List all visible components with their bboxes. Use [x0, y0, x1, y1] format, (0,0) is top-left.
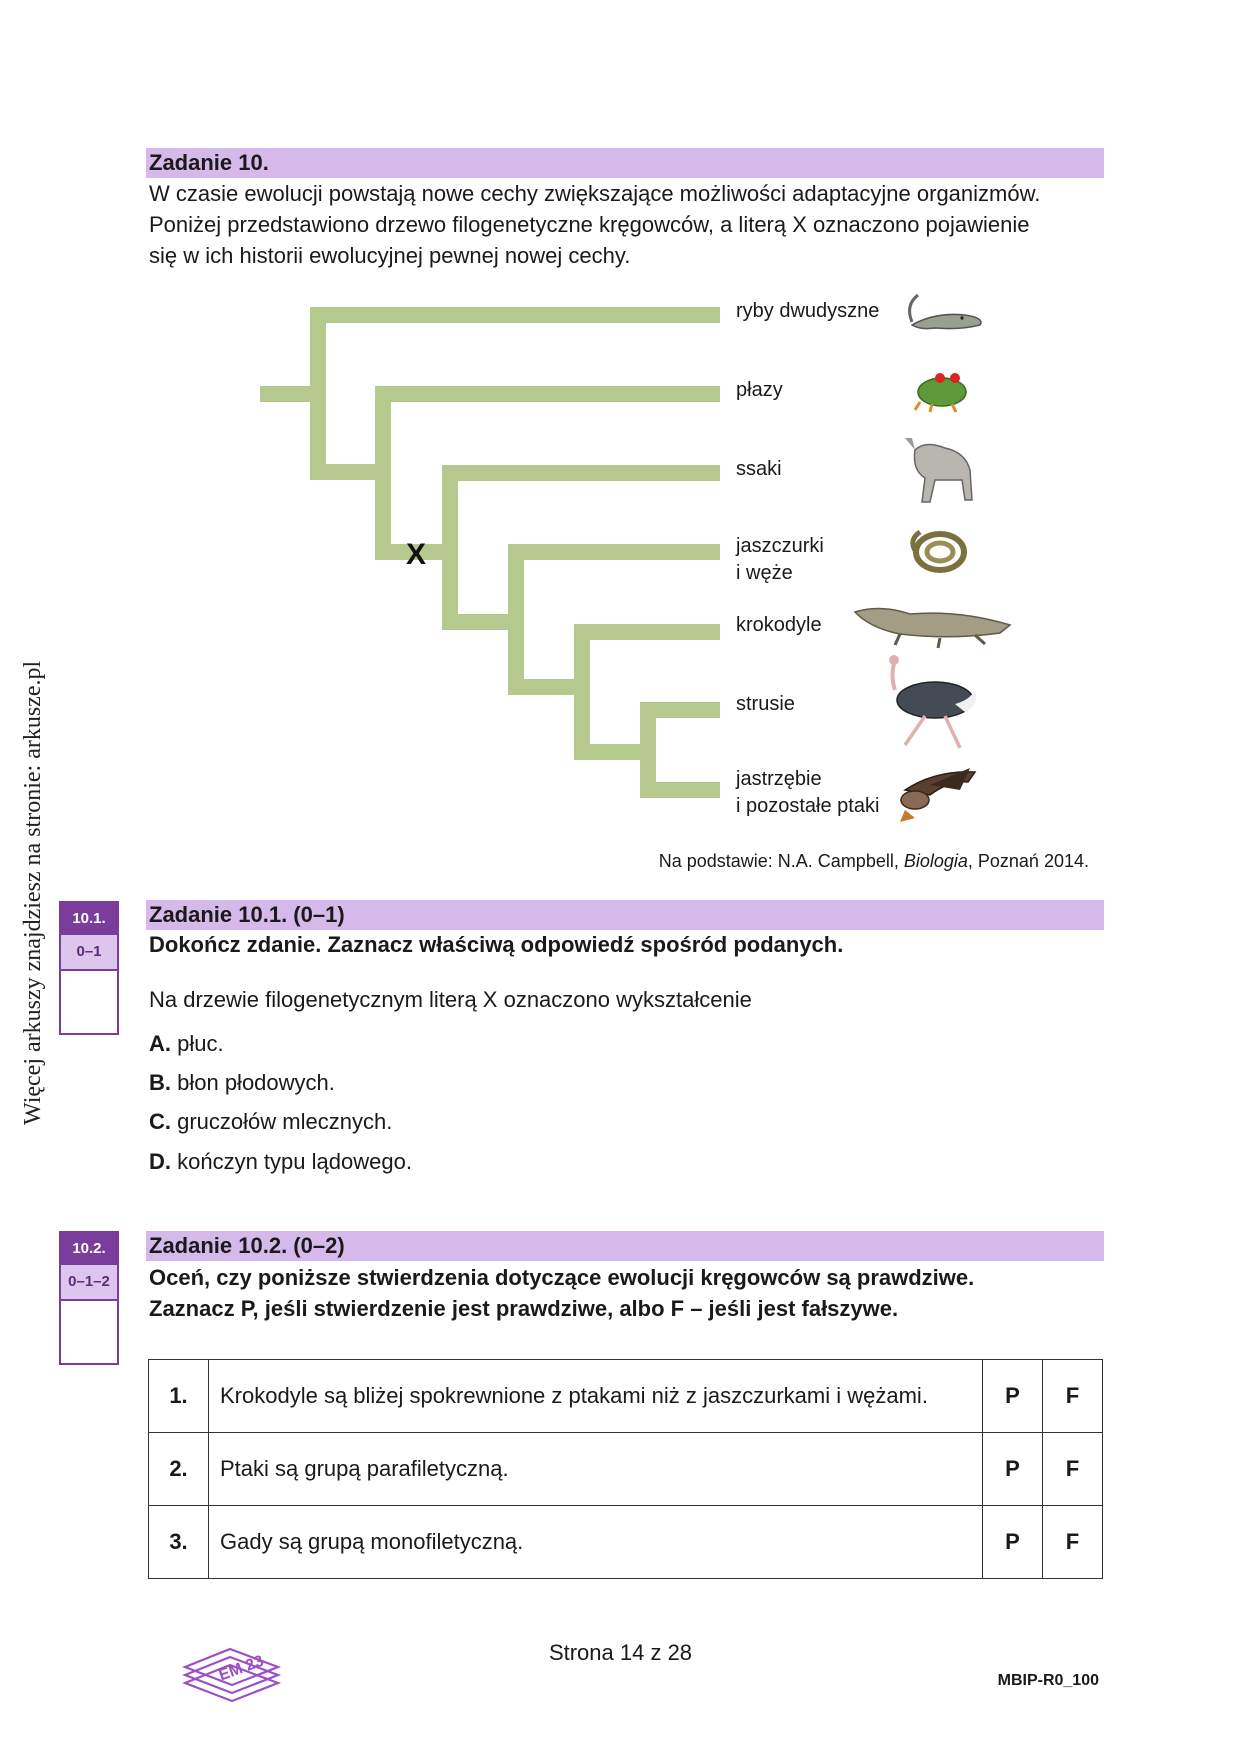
- task-10-1-stem: Na drzewie filogenetycznym literą X ozna…: [149, 987, 752, 1012]
- task-10-1-title: Zadanie 10.1. (0–1): [149, 902, 345, 927]
- score-box-number: 10.2.: [61, 1233, 117, 1264]
- option-c[interactable]: C. gruczołów mlecznych.: [149, 1106, 392, 1137]
- row-statement: Gady są grupą monofiletyczną.: [208, 1505, 983, 1579]
- phylogenetic-tree: X: [260, 293, 1012, 822]
- x-marker: X: [406, 538, 426, 571]
- option-b[interactable]: B. błon płodowych.: [149, 1067, 335, 1098]
- task-10-1-instruction: Dokończ zdanie. Zaznacz właściwą odpowie…: [149, 932, 844, 957]
- source-book-title: Biologia: [903, 851, 968, 871]
- option-letter: B.: [149, 1070, 171, 1095]
- task-10-2-instruction-2: Zaznacz P, jeśli stwierdzenie jest prawd…: [149, 1296, 899, 1321]
- option-text: kończyn typu lądowego.: [171, 1149, 412, 1174]
- option-text: gruczołów mlecznych.: [171, 1109, 393, 1134]
- source-suffix: , Poznań 2014.: [967, 851, 1089, 871]
- score-box-10-2: 10.2. 0–1–2: [59, 1231, 119, 1365]
- snake-icon: [910, 529, 967, 573]
- taxon-label-line: strusie: [736, 693, 795, 715]
- table-row: 2. Ptaki są grupą parafiletyczną. P F: [148, 1432, 1103, 1506]
- option-letter: D.: [149, 1149, 171, 1174]
- intro-line: Poniżej przedstawiono drzewo filogenetyc…: [149, 212, 1030, 237]
- taxon-label-amphibians: płazy: [736, 377, 783, 404]
- row-number: 3.: [148, 1505, 209, 1579]
- score-box-10-1: 10.1. 0–1: [59, 901, 119, 1035]
- source-citation: Na podstawie: N.A. Campbell, Biologia, P…: [659, 851, 1089, 872]
- true-false-table: 1. Krokodyle są bliżej spokrewnione z pt…: [148, 1359, 1103, 1579]
- task-10-intro: W czasie ewolucji powstają nowe cechy zw…: [149, 178, 1099, 271]
- score-box-points: 0–1–2: [61, 1264, 117, 1301]
- score-box-field[interactable]: [61, 1301, 117, 1363]
- table-row: 3. Gady są grupą monofiletyczną. P F: [148, 1505, 1103, 1579]
- task-10-title: Zadanie 10.: [149, 150, 269, 175]
- task-10-2-header-band: [146, 1231, 1104, 1261]
- false-option[interactable]: F: [1042, 1432, 1103, 1506]
- option-letter: C.: [149, 1109, 171, 1134]
- task-10-header-band: [146, 148, 1104, 178]
- taxon-label-lungfish: ryby dwudyszne: [736, 298, 879, 325]
- row-statement: Krokodyle są bliżej spokrewnione z ptaka…: [208, 1359, 983, 1433]
- crocodile-icon: [853, 607, 1012, 649]
- score-box-number: 10.1.: [61, 903, 117, 934]
- task-10-1-header-band: [146, 900, 1104, 930]
- intro-line: się w ich historii ewolucyjnej pewnej no…: [149, 243, 631, 268]
- taxon-label-line: i pozostałe ptaki: [736, 795, 880, 817]
- taxon-label-line: płazy: [736, 379, 783, 401]
- taxon-label-mammals: ssaki: [736, 456, 782, 483]
- taxon-label-hawks-birds: jastrzębie i pozostałe ptaki: [736, 766, 879, 820]
- table-row: 1. Krokodyle są bliżej spokrewnione z pt…: [148, 1359, 1103, 1433]
- option-text: płuc.: [171, 1031, 224, 1056]
- taxon-label-crocodiles: krokodyle: [736, 612, 822, 639]
- option-letter: A.: [149, 1031, 171, 1056]
- taxon-label-lizards-snakes: jaszczurki i węże: [736, 533, 824, 587]
- task-10-2-instruction-1: Oceń, czy poniższe stwierdzenia dotycząc…: [149, 1265, 975, 1290]
- score-box-field[interactable]: [61, 971, 117, 1033]
- row-number: 2.: [148, 1432, 209, 1506]
- false-option[interactable]: F: [1042, 1505, 1103, 1579]
- true-option[interactable]: P: [982, 1432, 1043, 1506]
- frog-icon: [913, 373, 967, 413]
- hawk-icon: [900, 768, 977, 822]
- true-option[interactable]: P: [982, 1359, 1043, 1433]
- lungfish-icon: [908, 293, 982, 330]
- option-d[interactable]: D. kończyn typu lądowego.: [149, 1146, 412, 1177]
- false-option[interactable]: F: [1042, 1359, 1103, 1433]
- taxon-label-ostriches: strusie: [736, 691, 795, 718]
- row-statement: Ptaki są grupą parafiletyczną.: [208, 1432, 983, 1506]
- score-box-points: 0–1: [61, 934, 117, 971]
- true-option[interactable]: P: [982, 1505, 1043, 1579]
- taxon-label-line: ryby dwudyszne: [736, 300, 880, 322]
- task-10-2-title: Zadanie 10.2. (0–2): [149, 1233, 345, 1258]
- option-a[interactable]: A. płuc.: [149, 1028, 224, 1059]
- tree-branches: [260, 307, 720, 798]
- option-text: błon płodowych.: [171, 1070, 335, 1095]
- taxon-label-line: krokodyle: [736, 614, 822, 636]
- page-number: Strona 14 z 28: [548, 1640, 693, 1665]
- ostrich-icon: [889, 655, 977, 749]
- taxon-label-line: jastrzębie: [736, 768, 822, 790]
- exam-logo-icon: EM 23: [181, 1647, 282, 1703]
- taxon-label-line: jaszczurki: [736, 535, 824, 557]
- exam-code: MBIP-R0_100: [997, 1672, 1099, 1689]
- intro-line: W czasie ewolucji powstają nowe cechy zw…: [149, 181, 1041, 206]
- wolf-icon: [905, 438, 973, 503]
- source-prefix: Na podstawie: N.A. Campbell,: [658, 851, 904, 871]
- taxon-label-line: ssaki: [736, 458, 782, 480]
- row-number: 1.: [148, 1359, 209, 1433]
- taxon-label-line: i węże: [736, 562, 793, 584]
